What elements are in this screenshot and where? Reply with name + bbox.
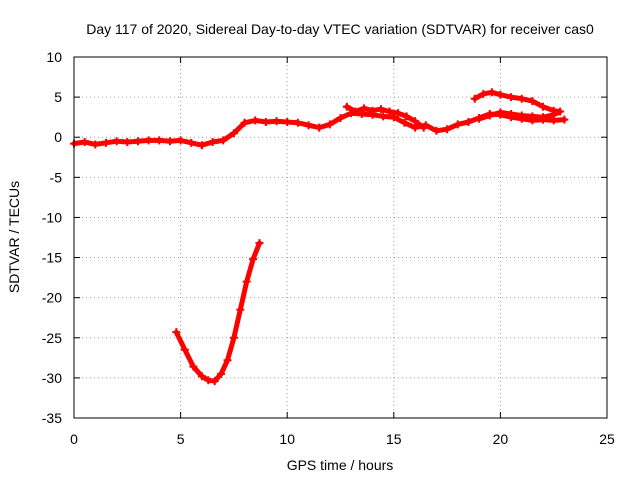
data-point	[479, 89, 488, 98]
x-tick-label: 25	[599, 431, 615, 447]
data-point	[101, 138, 110, 147]
data-point	[549, 110, 558, 119]
data-point	[419, 123, 428, 132]
y-tick-label: -15	[42, 250, 62, 266]
data-point	[123, 138, 132, 147]
data-point	[180, 345, 189, 354]
data-point	[176, 136, 185, 145]
y-tick-label: 0	[54, 129, 62, 145]
data-point	[210, 377, 219, 386]
data-point	[242, 277, 251, 286]
data-point	[443, 125, 452, 134]
data-point	[197, 372, 206, 381]
data-point	[189, 362, 198, 371]
data-point	[470, 94, 479, 103]
data-point	[539, 102, 548, 111]
data-point	[223, 356, 232, 365]
y-tick-label: -35	[42, 410, 62, 426]
y-tick-label: 5	[54, 89, 62, 105]
y-tick-label: -25	[42, 330, 62, 346]
data-point	[208, 138, 217, 147]
data-point	[304, 121, 313, 130]
data-point	[411, 117, 420, 126]
data-point	[517, 94, 526, 103]
y-axis-label: SDTVAR / TECUs	[6, 181, 22, 293]
data-point	[197, 141, 206, 150]
data-point	[400, 118, 409, 127]
tick-layer: 0 5 10 15 20 25 -35 -30 -25 -20 -15 -10 -5 0 5 10	[42, 49, 615, 447]
y-tick-label: -5	[50, 169, 63, 185]
x-tick-label: 20	[493, 431, 509, 447]
y-tick-label: 10	[46, 49, 62, 65]
data-point	[229, 333, 238, 342]
data-point	[528, 97, 537, 106]
data-point	[112, 137, 121, 146]
data-point	[432, 126, 441, 135]
y-tick-label: -10	[42, 209, 62, 225]
data-point	[293, 118, 302, 127]
x-axis-label: GPS time / hours	[287, 457, 394, 473]
data-point	[507, 109, 516, 118]
data-point	[240, 118, 249, 127]
data-point	[144, 136, 153, 145]
data-point	[528, 112, 537, 121]
data-point	[272, 117, 281, 126]
data-point	[165, 137, 174, 146]
data-point	[336, 113, 345, 122]
data-point	[517, 111, 526, 120]
data-point	[464, 117, 473, 126]
data-point	[255, 239, 264, 248]
x-tick-label: 5	[177, 431, 185, 447]
x-tick-label: 15	[386, 431, 402, 447]
data-point	[155, 136, 164, 145]
data-point	[485, 111, 494, 120]
data-point	[475, 114, 484, 123]
data-point	[368, 106, 377, 115]
data-point	[453, 120, 462, 129]
chart-title: Day 117 of 2020, Sidereal Day-to-day VTE…	[86, 21, 594, 37]
data-point	[251, 116, 260, 125]
data-point	[487, 88, 496, 97]
data-point	[556, 107, 565, 116]
data-point	[402, 112, 411, 121]
data-point	[560, 115, 569, 124]
data-point	[80, 138, 89, 147]
data-point	[283, 117, 292, 126]
data-point	[187, 138, 196, 147]
data-point	[91, 140, 100, 149]
data-point	[261, 117, 270, 126]
data-point	[496, 108, 505, 117]
data-point	[496, 90, 505, 99]
data-point	[351, 107, 360, 116]
data-point	[539, 113, 548, 122]
data-point	[249, 255, 258, 264]
data-point	[342, 102, 351, 111]
data-point	[133, 137, 142, 146]
data-point	[385, 107, 394, 116]
series-layer	[70, 88, 569, 386]
x-tick-label: 0	[70, 431, 78, 447]
x-tick-label: 10	[279, 431, 295, 447]
y-tick-label: -30	[42, 370, 62, 386]
data-point	[325, 120, 334, 129]
y-tick-label: -20	[42, 290, 62, 306]
data-point	[217, 369, 226, 378]
data-point	[219, 136, 228, 145]
data-point	[315, 123, 324, 132]
data-point	[394, 109, 403, 118]
data-point	[229, 129, 238, 138]
plot-frame	[73, 56, 608, 419]
data-point	[379, 112, 388, 121]
data-point	[359, 104, 368, 113]
data-point	[172, 328, 181, 337]
data-point	[377, 105, 386, 114]
data-point	[507, 93, 516, 102]
data-point	[236, 305, 245, 314]
series-line-upper-band	[344, 104, 427, 131]
